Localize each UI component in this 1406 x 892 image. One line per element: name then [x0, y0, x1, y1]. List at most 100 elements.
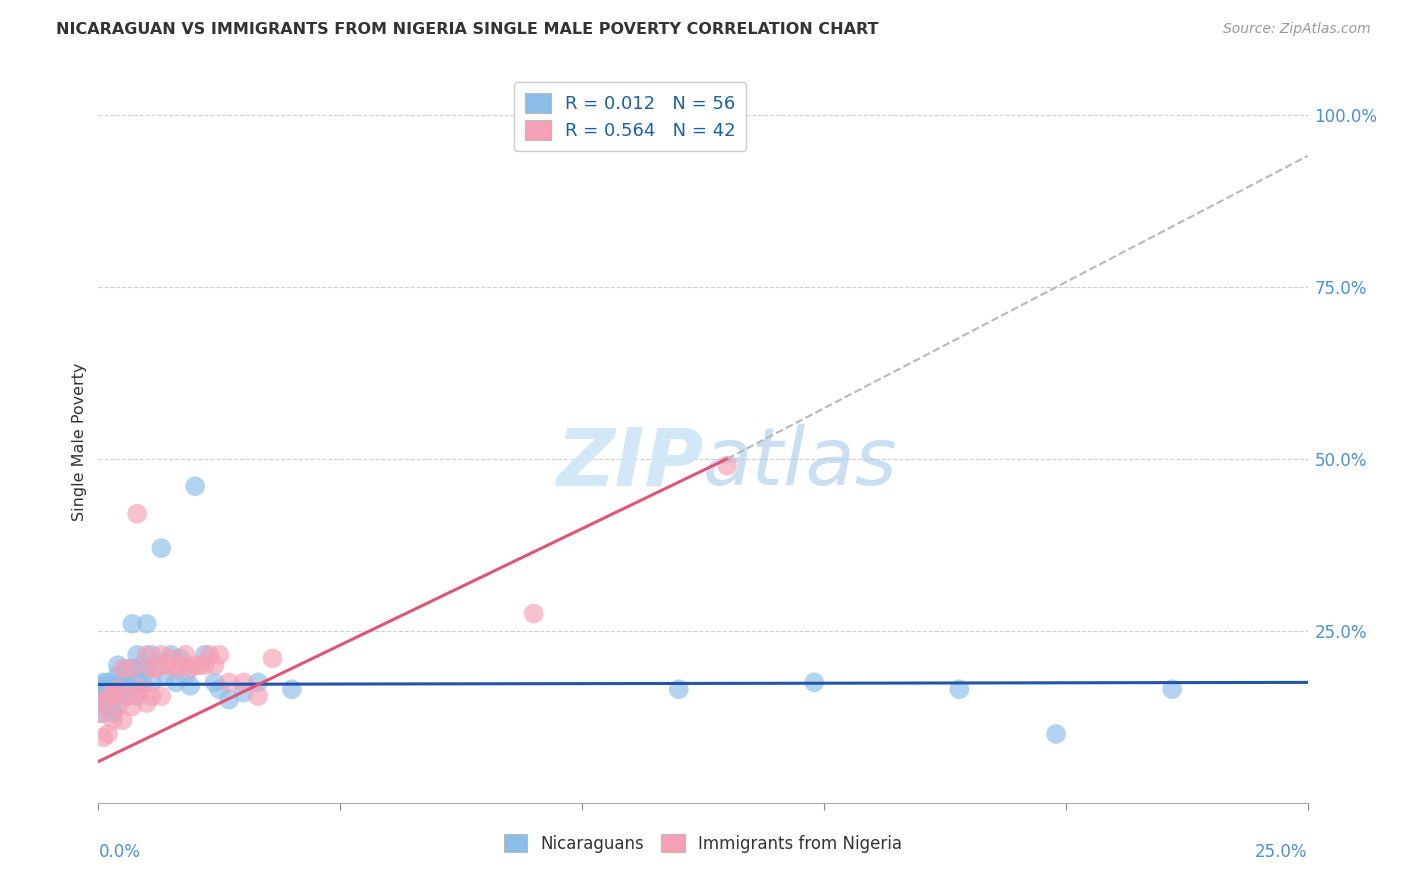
Text: NICARAGUAN VS IMMIGRANTS FROM NIGERIA SINGLE MALE POVERTY CORRELATION CHART: NICARAGUAN VS IMMIGRANTS FROM NIGERIA SI…: [56, 22, 879, 37]
Point: [111, 662, 134, 676]
Point: [117, 662, 139, 676]
Point: [121, 616, 143, 631]
Point: [150, 648, 173, 662]
Point: [150, 541, 173, 556]
Point: [131, 682, 153, 697]
Point: [131, 658, 153, 673]
Point: [111, 675, 134, 690]
Point: [179, 662, 201, 676]
Point: [97, 727, 120, 741]
Point: [174, 668, 197, 682]
Point: [247, 689, 270, 703]
Point: [281, 682, 304, 697]
Point: [97, 689, 120, 703]
Point: [208, 648, 231, 662]
Point: [97, 692, 120, 706]
Point: [131, 675, 153, 690]
Point: [91, 696, 114, 710]
Point: [91, 706, 114, 721]
Point: [111, 672, 134, 686]
Point: [87, 689, 110, 703]
Point: [145, 662, 167, 676]
Point: [668, 682, 690, 697]
Point: [208, 682, 231, 697]
Text: ZIP: ZIP: [555, 425, 703, 502]
Point: [141, 648, 163, 662]
Point: [127, 675, 149, 690]
Y-axis label: Single Male Poverty: Single Male Poverty: [72, 362, 87, 521]
Point: [247, 675, 270, 690]
Point: [91, 731, 114, 745]
Point: [174, 648, 197, 662]
Point: [135, 648, 157, 662]
Point: [107, 699, 129, 714]
Point: [127, 648, 149, 662]
Point: [87, 706, 110, 721]
Point: [232, 675, 254, 690]
Point: [141, 675, 163, 690]
Point: [262, 651, 284, 665]
Point: [184, 479, 207, 493]
Text: Source: ZipAtlas.com: Source: ZipAtlas.com: [1223, 22, 1371, 37]
Point: [1045, 727, 1067, 741]
Point: [179, 679, 201, 693]
Point: [160, 648, 183, 662]
Point: [1161, 682, 1184, 697]
Point: [121, 662, 143, 676]
Point: [165, 662, 187, 676]
Point: [101, 703, 124, 717]
Point: [117, 679, 139, 693]
Point: [169, 651, 191, 665]
Point: [107, 658, 129, 673]
Point: [97, 686, 120, 700]
Point: [803, 675, 825, 690]
Point: [218, 675, 240, 690]
Point: [87, 679, 110, 693]
Point: [165, 675, 187, 690]
Point: [184, 658, 207, 673]
Point: [91, 696, 114, 710]
Point: [107, 668, 129, 682]
Point: [150, 689, 173, 703]
Point: [198, 648, 221, 662]
Point: [101, 706, 124, 721]
Point: [194, 648, 217, 662]
Point: [127, 689, 149, 703]
Point: [232, 686, 254, 700]
Point: [111, 686, 134, 700]
Point: [117, 689, 139, 703]
Point: [948, 682, 970, 697]
Point: [160, 651, 183, 665]
Text: 0.0%: 0.0%: [98, 843, 141, 861]
Legend: Nicaraguans, Immigrants from Nigeria: Nicaraguans, Immigrants from Nigeria: [498, 828, 908, 860]
Point: [101, 682, 124, 697]
Text: 25.0%: 25.0%: [1256, 843, 1308, 861]
Point: [101, 689, 124, 703]
Point: [204, 658, 226, 673]
Point: [145, 658, 167, 673]
Point: [141, 689, 163, 703]
Point: [135, 616, 157, 631]
Point: [716, 458, 738, 473]
Text: atlas: atlas: [703, 425, 898, 502]
Point: [218, 692, 240, 706]
Point: [155, 658, 177, 673]
Point: [204, 675, 226, 690]
Point: [101, 679, 124, 693]
Point: [121, 699, 143, 714]
Point: [127, 507, 149, 521]
Point: [97, 699, 120, 714]
Point: [127, 686, 149, 700]
Point: [523, 607, 546, 621]
Point: [91, 682, 114, 697]
Point: [107, 689, 129, 703]
Point: [97, 675, 120, 690]
Point: [111, 713, 134, 727]
Point: [121, 662, 143, 676]
Point: [117, 689, 139, 703]
Point: [91, 675, 114, 690]
Point: [141, 662, 163, 676]
Point: [97, 689, 120, 703]
Point: [155, 668, 177, 682]
Point: [135, 696, 157, 710]
